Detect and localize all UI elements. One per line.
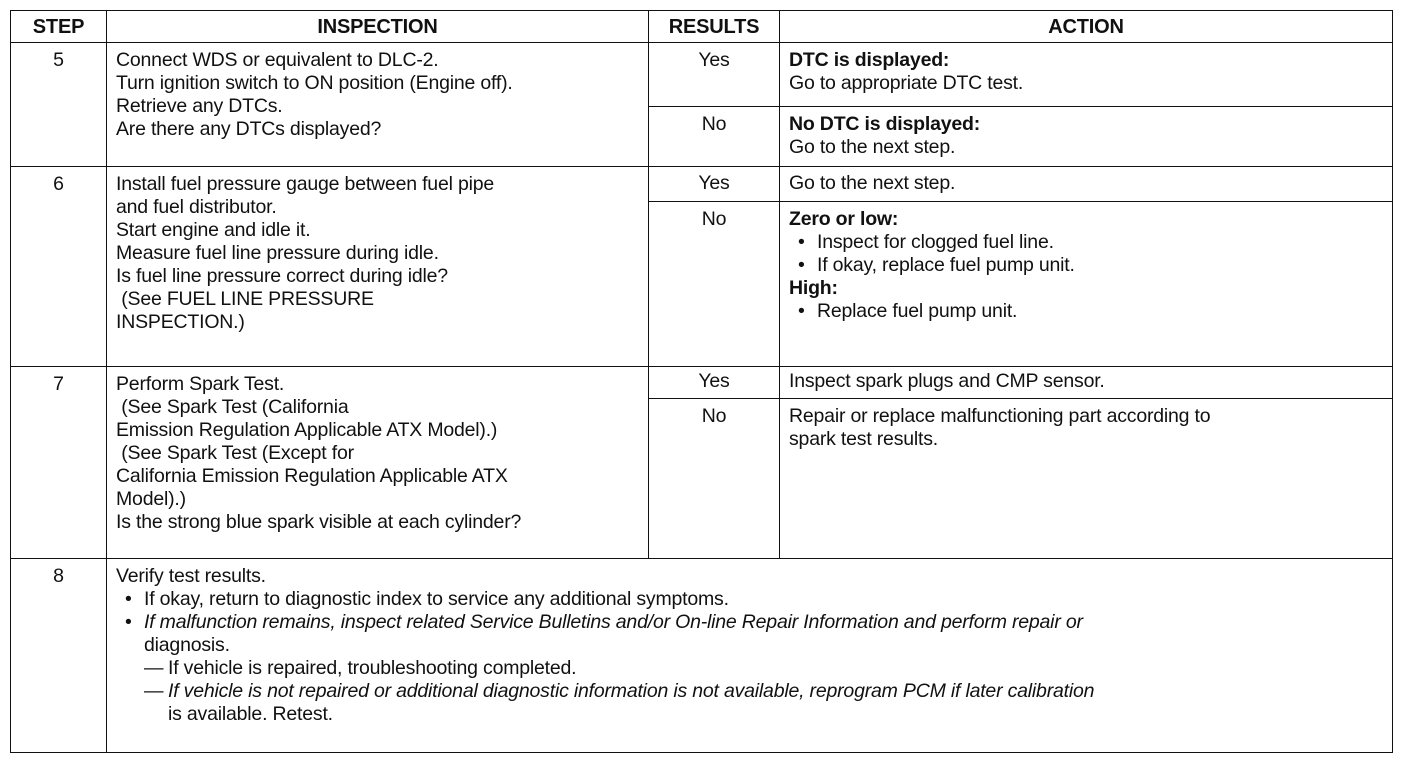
inspection-line: Perform Spark Test.: [116, 373, 285, 395]
step-number: 6: [10, 166, 107, 367]
bullet-item: Replace fuel pump unit.: [789, 300, 1383, 323]
inspection-cell: Perform Spark Test. (See Spark Test (Cal…: [106, 366, 649, 559]
action-text: Go to the next step.: [789, 136, 956, 158]
action-text: Inspect spark plugs and CMP sensor.: [779, 366, 1393, 399]
action-cell: Zero or low: Inspect for clogged fuel li…: [779, 201, 1393, 367]
inspection-line: Is the strong blue spark visible at each…: [116, 511, 522, 533]
inspection-line: Install fuel pressure gauge between fuel…: [116, 173, 495, 195]
inspection-line: Measure fuel line pressure during idle.: [116, 242, 439, 264]
bullet-item: Inspect for clogged fuel line.: [789, 231, 1383, 254]
result-no: No: [648, 398, 780, 559]
inspection-line: and fuel distributor.: [116, 196, 277, 218]
bullet-item: If okay, return to diagnostic index to s…: [116, 588, 1383, 611]
action-text: Repair or replace malfunctioning part ac…: [789, 405, 1211, 427]
inspection-line: Start engine and idle it.: [116, 219, 311, 241]
step-number: 7: [10, 366, 107, 559]
inspection-link[interactable]: (See Spark Test (Except for: [116, 442, 354, 464]
result-no: No: [648, 201, 780, 367]
inspection-link[interactable]: (See Spark Test (California: [116, 396, 349, 418]
dash-text: If vehicle is repaired, troubleshooting …: [168, 657, 577, 679]
header-step: STEP: [10, 10, 107, 43]
step-number: 8: [10, 558, 107, 753]
action-text: spark test results.: [789, 428, 939, 450]
bullet-item: If okay, replace fuel pump unit.: [789, 254, 1383, 277]
action-cell: DTC is displayed: Go to appropriate DTC …: [779, 42, 1393, 107]
dash-item: — If vehicle is repaired, troubleshooting…: [116, 657, 1383, 680]
step-number: 5: [10, 42, 107, 167]
inspection-line: Turn ignition switch to ON position (Eng…: [116, 72, 513, 94]
inspection-cell: Install fuel pressure gauge between fuel…: [106, 166, 649, 367]
inspection-link[interactable]: Emission Regulation Applicable ATX Model…: [116, 419, 498, 441]
inspection-line: Is fuel line pressure correct during idl…: [116, 265, 448, 287]
inspection-line: INSPECTION.): [116, 311, 245, 333]
header-inspection: INSPECTION: [106, 10, 649, 43]
action-cell: No DTC is displayed: Go to the next step…: [779, 106, 1393, 167]
bullet-text: If malfunction remains, inspect related …: [144, 611, 1083, 633]
inspection-line: Connect WDS or equivalent to DLC-2.: [116, 49, 439, 71]
dash-mark: —: [144, 657, 164, 679]
inspection-link[interactable]: California Emission Regulation Applicabl…: [116, 465, 508, 487]
bullet-item: If malfunction remains, inspect related …: [116, 611, 1383, 634]
inspection-link[interactable]: Model).): [116, 488, 186, 510]
inspection-cell: Connect WDS or equivalent to DLC-2. Turn…: [106, 42, 649, 167]
dash-item: — If vehicle is not repaired or additiona…: [116, 680, 1383, 703]
action-title: DTC is displayed:: [789, 49, 950, 71]
inspection-line: Retrieve any DTCs.: [116, 95, 283, 117]
result-yes: Yes: [648, 42, 780, 107]
action-text: Go to appropriate DTC test.: [789, 72, 1024, 94]
result-yes: Yes: [648, 366, 780, 399]
action-cell: Repair or replace malfunctioning part ac…: [779, 398, 1393, 559]
result-yes: Yes: [648, 166, 780, 202]
result-no: No: [648, 106, 780, 167]
dash-continuation: is available. Retest.: [168, 703, 333, 725]
verify-cell: Verify test results. If okay, return to …: [106, 558, 1393, 753]
action-title: No DTC is displayed:: [789, 113, 981, 135]
verify-intro: Verify test results.: [116, 565, 266, 587]
dash-mark: —: [144, 680, 164, 702]
header-action: ACTION: [779, 10, 1393, 43]
action-title: High:: [789, 277, 838, 299]
inspection-line: Are there any DTCs displayed?: [116, 118, 382, 140]
dash-text: If vehicle is not repaired or additional…: [168, 680, 1095, 702]
inspection-line: (See FUEL LINE PRESSURE: [116, 288, 374, 310]
action-title: Zero or low:: [789, 208, 899, 230]
bullet-continuation: diagnosis.: [144, 634, 230, 656]
header-results: RESULTS: [648, 10, 780, 43]
action-text: Go to the next step.: [779, 166, 1393, 202]
